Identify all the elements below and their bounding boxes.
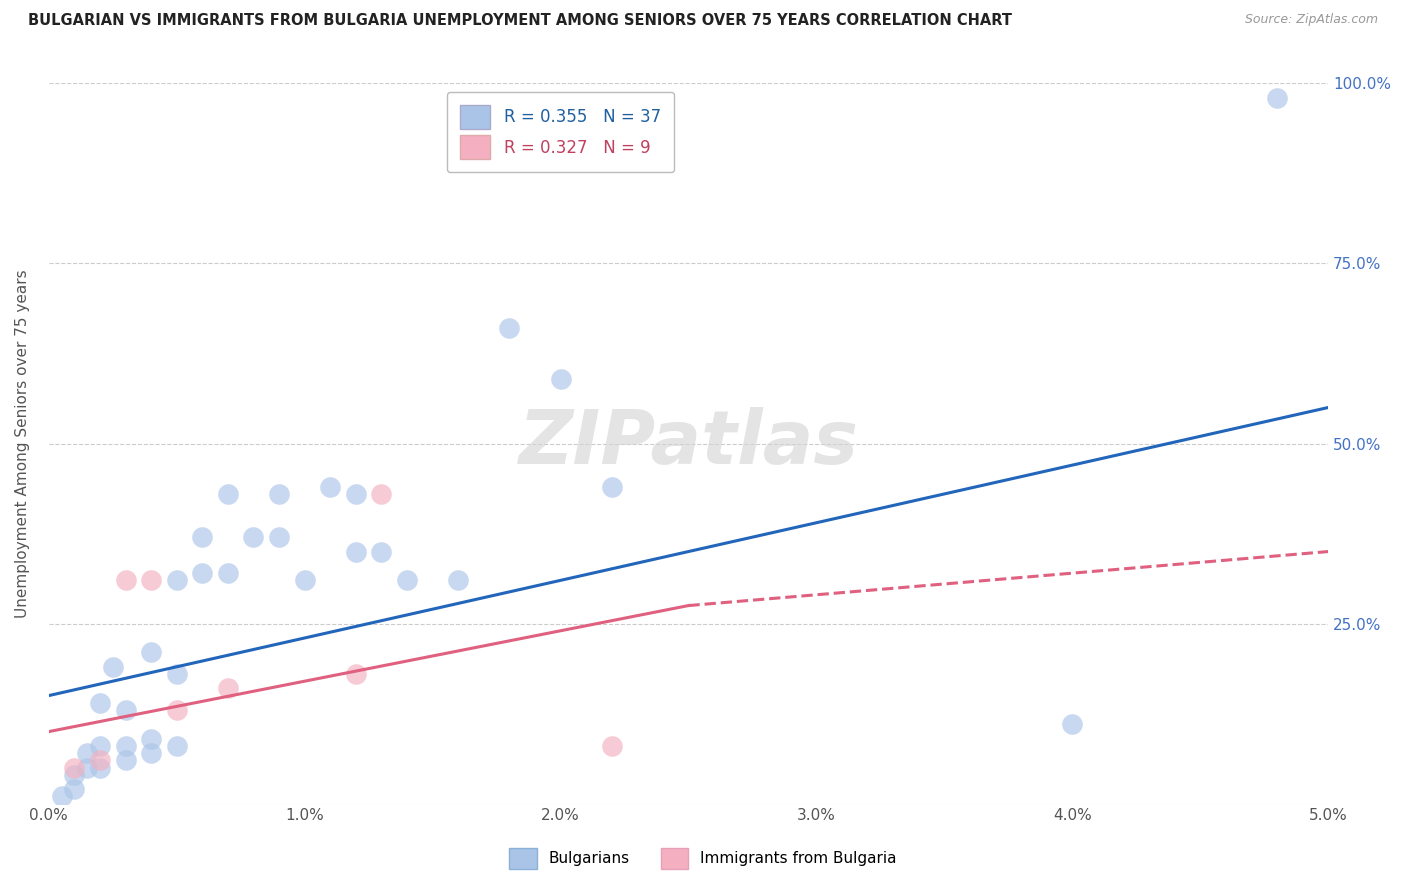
Point: [139, 574, 162, 588]
Point: [166, 739, 188, 753]
Point: [139, 645, 162, 659]
Point: [76, 761, 98, 775]
Point: [344, 487, 367, 501]
Point: [139, 731, 162, 746]
Point: [395, 574, 418, 588]
Point: [217, 487, 239, 501]
Point: [51, 789, 73, 804]
Point: [166, 574, 188, 588]
Point: [600, 739, 623, 753]
Point: [1062, 717, 1084, 731]
Point: [267, 530, 290, 544]
Point: [101, 660, 124, 674]
Text: Source: ZipAtlas.com: Source: ZipAtlas.com: [1244, 13, 1378, 27]
Point: [89, 761, 111, 775]
Point: [344, 544, 367, 558]
Point: [217, 681, 239, 696]
Point: [550, 372, 572, 386]
Point: [166, 703, 188, 717]
Point: [114, 574, 136, 588]
Point: [63, 768, 86, 782]
Point: [370, 544, 392, 558]
Point: [370, 487, 392, 501]
Point: [114, 753, 136, 767]
Point: [267, 487, 290, 501]
Point: [139, 746, 162, 760]
Point: [114, 739, 136, 753]
Point: [191, 530, 214, 544]
Point: [294, 574, 316, 588]
Point: [76, 746, 98, 760]
Point: [242, 530, 264, 544]
Text: BULGARIAN VS IMMIGRANTS FROM BULGARIA UNEMPLOYMENT AMONG SENIORS OVER 75 YEARS C: BULGARIAN VS IMMIGRANTS FROM BULGARIA UN…: [28, 13, 1012, 29]
Point: [498, 321, 520, 335]
Point: [600, 480, 623, 494]
Point: [344, 667, 367, 681]
Y-axis label: Unemployment Among Seniors over 75 years: Unemployment Among Seniors over 75 years: [15, 269, 30, 618]
Point: [1265, 91, 1288, 105]
Point: [217, 566, 239, 581]
Point: [319, 480, 342, 494]
Point: [166, 667, 188, 681]
Text: ZIPatlas: ZIPatlas: [519, 407, 859, 480]
Legend: Bulgarians, Immigrants from Bulgaria: Bulgarians, Immigrants from Bulgaria: [503, 841, 903, 875]
Legend: R = 0.355   N = 37, R = 0.327   N = 9: R = 0.355 N = 37, R = 0.327 N = 9: [447, 92, 673, 172]
Point: [447, 574, 470, 588]
Point: [63, 782, 86, 797]
Point: [63, 761, 86, 775]
Point: [191, 566, 214, 581]
Point: [89, 753, 111, 767]
Point: [89, 696, 111, 710]
Point: [114, 703, 136, 717]
Point: [89, 739, 111, 753]
